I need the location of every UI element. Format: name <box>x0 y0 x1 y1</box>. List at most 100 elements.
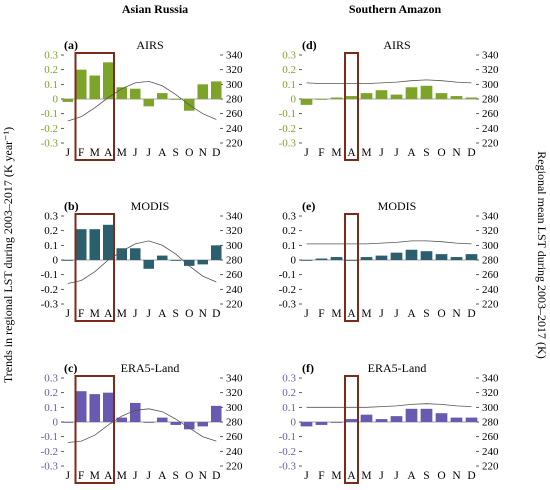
y2-tick-label: 280 <box>226 255 243 267</box>
month-label: A <box>347 308 356 320</box>
month-label: J <box>133 308 138 320</box>
panel-letter: (e) <box>302 199 315 213</box>
month-label: A <box>104 308 113 320</box>
y-tick-label: 0 <box>291 255 297 267</box>
month-label: J <box>66 147 71 159</box>
y-tick-label: 0.1 <box>282 240 296 252</box>
bar-j-0 <box>62 260 74 261</box>
month-label: F <box>318 470 324 482</box>
y2-tick-label: 240 <box>226 284 243 296</box>
y-tick-label: 0.2 <box>44 387 58 399</box>
y2-tick-label: 220 <box>226 138 243 150</box>
y-tick-label: 0.1 <box>44 79 58 91</box>
col-title-southern-amazon: Southern Amazon <box>349 2 442 16</box>
bar-n-10 <box>450 417 463 422</box>
bar-m-2 <box>89 75 101 99</box>
bar-s-8 <box>420 251 433 260</box>
panels: (a) AIRS -0.3 -0.2 -0.1 0 0.1 0.2 0.3 220 240 260 28… <box>41 38 499 484</box>
month-label: J <box>379 308 384 320</box>
y-tick-label: 0.3 <box>282 373 296 385</box>
month-label: S <box>423 308 429 320</box>
month-label: J <box>394 470 399 482</box>
right-y-axis-label: Regional mean LST during 2003–2017 (K) <box>535 151 549 358</box>
y2-tick-label: 260 <box>226 269 243 281</box>
y2-tick-label: 340 <box>482 211 499 223</box>
bar-m-2 <box>89 394 101 422</box>
y2-tick-label: 240 <box>482 123 499 135</box>
bar-m-4 <box>116 248 128 260</box>
bar-n-10 <box>450 96 463 99</box>
y2-tick-label: 260 <box>482 108 499 120</box>
bar-f-1 <box>315 99 328 100</box>
bar-j-6 <box>143 260 155 269</box>
panel-title: MODIS <box>131 199 170 213</box>
bar-a-3 <box>345 419 358 422</box>
bar-j-5 <box>375 419 388 422</box>
y-tick-label: 0 <box>53 255 59 267</box>
month-label: N <box>199 147 208 159</box>
bar-n-10 <box>197 260 209 265</box>
month-label: A <box>158 470 167 482</box>
bar-f-1 <box>75 229 87 260</box>
y2-tick-label: 320 <box>226 387 243 399</box>
bar-m-2 <box>330 97 343 99</box>
month-label: A <box>158 308 167 320</box>
month-label: J <box>379 470 384 482</box>
bar-s-8 <box>170 422 182 425</box>
y-tick-label: -0.2 <box>41 284 58 296</box>
panel-letter: (b) <box>64 199 79 213</box>
month-label: D <box>212 308 220 320</box>
month-label: M <box>117 308 127 320</box>
y-tick-label: -0.3 <box>279 299 297 311</box>
month-label: M <box>331 470 341 482</box>
y-tick-label: 0.3 <box>44 50 58 62</box>
bar-s-8 <box>170 99 182 100</box>
month-label: A <box>104 147 113 159</box>
bar-j-5 <box>129 402 141 422</box>
panel-title: AIRS <box>136 38 163 52</box>
bar-j-6 <box>390 252 403 260</box>
month-label: M <box>90 470 100 482</box>
bar-m-4 <box>360 93 373 99</box>
panel-title: ERA5-Land <box>368 361 427 375</box>
y-tick-label: 0.1 <box>282 79 296 91</box>
y2-tick-label: 300 <box>226 79 243 91</box>
bar-j-5 <box>375 90 388 99</box>
y-tick-label: -0.1 <box>279 269 296 281</box>
panel-title: MODIS <box>378 199 417 213</box>
bar-s-8 <box>420 85 433 99</box>
y2-tick-label: 260 <box>226 108 243 120</box>
bar-o-9 <box>435 413 448 422</box>
month-label: J <box>133 147 138 159</box>
y-tick-label: -0.1 <box>279 431 296 443</box>
month-label: S <box>173 308 179 320</box>
month-label: S <box>173 470 179 482</box>
panel-letter: (a) <box>64 38 78 52</box>
bar-d-11 <box>210 245 222 260</box>
bar-m-4 <box>360 414 373 422</box>
panel-b: (b) MODIS -0.3 -0.2 -0.1 0 0.1 0.2 0.3 220 240 260 2… <box>41 199 243 322</box>
month-label: S <box>423 147 429 159</box>
bar-m-4 <box>360 257 373 260</box>
mean-lst-line <box>306 79 472 84</box>
bar-f-1 <box>75 391 87 422</box>
bar-o-9 <box>183 260 195 266</box>
bar-a-7 <box>156 93 168 99</box>
bar-j-6 <box>390 416 403 422</box>
y-tick-label: -0.2 <box>41 446 58 458</box>
bar-d-11 <box>465 254 478 260</box>
panel-letter: (d) <box>302 38 317 52</box>
y-tick-label: 0.1 <box>44 402 58 414</box>
y-tick-label: 0.3 <box>282 211 296 223</box>
bar-a-3 <box>102 62 114 99</box>
y2-tick-label: 260 <box>482 431 499 443</box>
month-label: J <box>304 147 309 159</box>
month-label: M <box>117 147 127 159</box>
y2-tick-label: 220 <box>482 138 499 150</box>
month-label: A <box>347 470 356 482</box>
y-tick-label: 0 <box>291 94 297 106</box>
bar-j-5 <box>129 248 141 260</box>
month-label: J <box>379 147 384 159</box>
y-tick-label: 0.2 <box>282 225 296 237</box>
month-label: J <box>66 308 71 320</box>
